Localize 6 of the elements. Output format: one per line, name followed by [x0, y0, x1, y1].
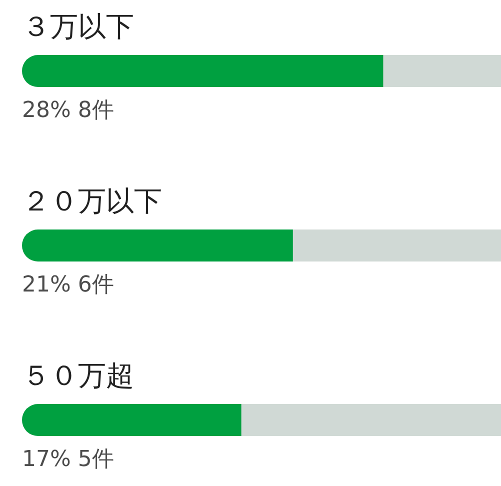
- data-label: 28% 8件: [22, 98, 114, 123]
- y-tick-label: ２０万以下: [22, 184, 162, 218]
- data-label: 17% 5件: [22, 447, 114, 472]
- data-label: 21% 6件: [22, 272, 114, 298]
- y-tick-label: ５０万超: [22, 359, 134, 392]
- y-tick-label: ３万以下: [22, 10, 134, 43]
